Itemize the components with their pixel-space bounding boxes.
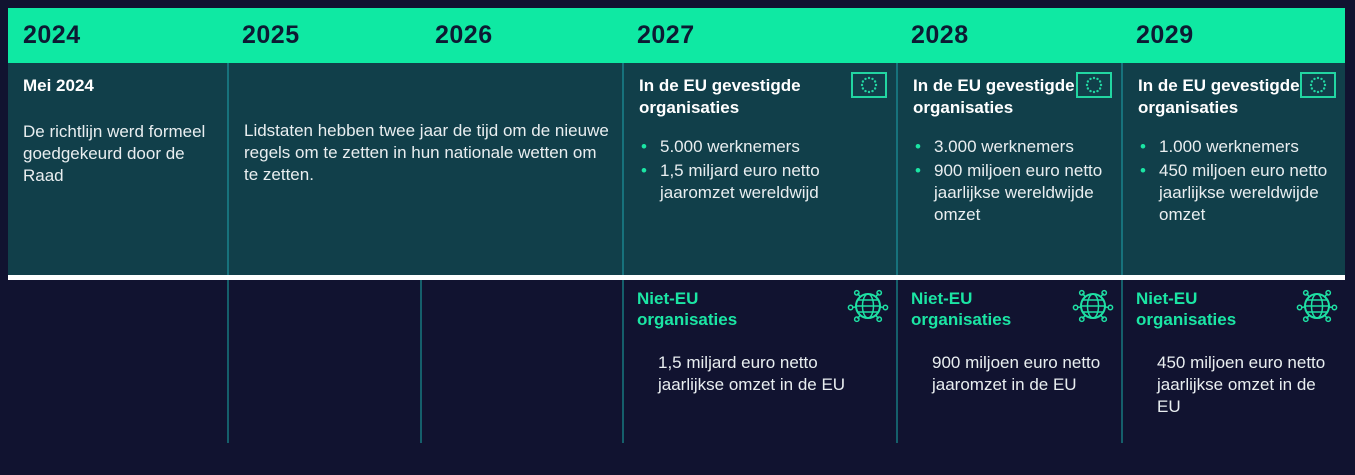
empty-cell-2024: [8, 280, 227, 443]
empty-cell-2025: [227, 280, 420, 443]
bullet-item: 900 miljoen euro netto jaarlijkse wereld…: [913, 160, 1111, 226]
cell-transposition-2025-2026: Lidstaten hebben twee jaar de tijd om de…: [227, 63, 622, 275]
year-label-2029: 2029: [1136, 21, 1194, 49]
globe-network-icon: [1070, 285, 1116, 327]
non-eu-heading: Niet-EU organisaties: [911, 289, 1012, 329]
non-eu-cell-2028: Niet-EU organisaties 900 miljoen euro ne…: [896, 280, 1121, 443]
eu-org-heading: In de EU gevestigde organisaties: [1138, 76, 1300, 117]
bullet-item: 5.000 werknemers: [639, 136, 886, 158]
bottom-filler: [8, 443, 1345, 475]
empty-cell-2026: [420, 280, 622, 443]
bullet-list-2027: 5.000 werknemers 1,5 miljard euro netto …: [639, 136, 886, 204]
bullet-item: 1,5 miljard euro netto jaaromzet wereldw…: [639, 160, 886, 204]
year-label-2024: 2024: [23, 21, 81, 49]
cell-may-2024: Mei 2024 De richtlijn werd formeel goedg…: [8, 63, 227, 275]
year-label-2028: 2028: [911, 21, 969, 49]
bullet-list-2028: 3.000 werknemers 900 miljoen euro netto …: [913, 136, 1111, 226]
non-eu-heading: Niet-EU organisaties: [637, 289, 738, 329]
bullet-list-2029: 1.000 werknemers 450 miljoen euro netto …: [1138, 136, 1335, 226]
eu-flag-icon: [1076, 72, 1112, 98]
cell-may-2024-body: De richtlijn werd formeel goedgekeurd do…: [23, 122, 206, 185]
eu-flag-icon: [1300, 72, 1336, 98]
non-eu-body: 1,5 miljard euro netto jaarlijkse omzet …: [658, 353, 846, 394]
year-label-2025: 2025: [242, 21, 300, 49]
bullet-item: 1.000 werknemers: [1138, 136, 1335, 158]
eu-org-cell-2028: In de EU gevestigde organisaties 3.000 w…: [896, 63, 1121, 275]
bullet-item: 450 miljoen euro netto jaarlijkse wereld…: [1138, 160, 1335, 226]
cell-transposition-body: Lidstaten hebben twee jaar de tijd om de…: [244, 121, 609, 184]
non-eu-body: 450 miljoen euro netto jaarlijkse omzet …: [1157, 353, 1326, 416]
globe-network-icon: [1294, 285, 1340, 327]
bullet-item: 3.000 werknemers: [913, 136, 1111, 158]
eu-org-heading: In de EU gevestigde organisaties: [913, 76, 1075, 117]
cell-may-2024-title: Mei 2024: [23, 76, 94, 95]
year-label-2026: 2026: [435, 21, 493, 49]
globe-network-icon: [845, 285, 891, 327]
eu-org-cell-2027: In de EU gevestigde organisaties 5.000 w…: [622, 63, 896, 275]
eu-org-cell-2029: In de EU gevestigde organisaties 1.000 w…: [1121, 63, 1345, 275]
bottom-row: Niet-EU organisaties 1,5 miljard euro ne…: [8, 280, 1345, 443]
year-label-2027: 2027: [637, 21, 695, 49]
non-eu-cell-2029: Niet-EU organisaties 450 miljoen euro ne…: [1121, 280, 1345, 443]
non-eu-heading: Niet-EU organisaties: [1136, 289, 1237, 329]
white-divider-rule: [8, 275, 1345, 280]
timeline-table: 2024 2025 2026 2027 2028 2029 Mei 2024 D…: [8, 8, 1345, 475]
non-eu-cell-2027: Niet-EU organisaties 1,5 miljard euro ne…: [622, 280, 896, 443]
non-eu-body: 900 miljoen euro netto jaaromzet in de E…: [932, 353, 1101, 394]
eu-org-heading: In de EU gevestigde organisaties: [639, 76, 801, 117]
eu-flag-icon: [851, 72, 887, 98]
top-row: Mei 2024 De richtlijn werd formeel goedg…: [8, 63, 1345, 275]
year-header-row: 2024 2025 2026 2027 2028 2029: [8, 8, 1345, 63]
